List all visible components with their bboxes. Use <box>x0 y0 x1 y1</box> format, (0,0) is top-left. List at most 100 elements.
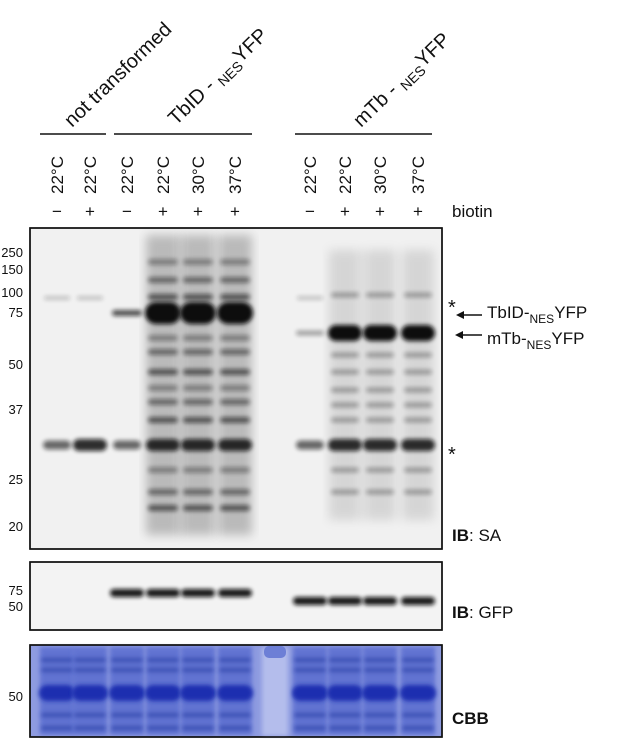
band <box>364 668 396 672</box>
biotin-sign: − <box>122 202 132 221</box>
band <box>183 417 213 423</box>
band <box>73 439 107 451</box>
band <box>327 685 363 701</box>
band <box>148 277 178 283</box>
band <box>400 685 436 701</box>
band <box>148 505 178 511</box>
lane-temperature: 22°C <box>81 156 100 194</box>
band <box>219 668 251 672</box>
group-label: TbID - NESYFP <box>164 24 274 131</box>
mw-marker: 250 <box>1 245 23 260</box>
sa-bands <box>43 235 435 535</box>
band <box>146 439 180 451</box>
panel-label: IB: GFP <box>452 603 513 622</box>
band <box>220 505 250 511</box>
band <box>220 489 250 495</box>
band <box>404 369 432 375</box>
band <box>366 292 394 298</box>
band <box>331 489 359 495</box>
band <box>146 589 180 597</box>
band <box>148 467 178 473</box>
band <box>329 713 361 717</box>
band <box>294 658 326 662</box>
band <box>404 467 432 473</box>
band <box>220 467 250 473</box>
band <box>148 385 178 391</box>
mw-marker: 25 <box>9 472 23 487</box>
annotation: mTb-NESYFP <box>487 329 584 352</box>
band <box>183 385 213 391</box>
band <box>220 277 250 283</box>
band <box>366 352 394 358</box>
band <box>41 658 73 662</box>
band <box>182 713 214 717</box>
band <box>402 658 434 662</box>
frame <box>29 561 443 631</box>
mw-marker: 100 <box>1 285 23 300</box>
band <box>220 417 250 423</box>
mw-marker: 20 <box>9 519 23 534</box>
panel-label: CBB <box>452 709 489 728</box>
band <box>148 399 178 405</box>
lane-temperature: 22°C <box>118 156 137 194</box>
band <box>331 402 359 408</box>
band <box>329 726 361 730</box>
mw-marker: 75 <box>9 583 23 598</box>
band <box>41 726 73 730</box>
band <box>147 713 179 717</box>
band <box>183 467 213 473</box>
band <box>366 402 394 408</box>
lane-temperature: 37°C <box>226 156 245 194</box>
band <box>183 505 213 511</box>
smear <box>364 250 396 520</box>
band <box>328 597 362 605</box>
band <box>296 330 324 336</box>
band <box>148 489 178 495</box>
band <box>183 369 213 375</box>
band <box>294 726 326 730</box>
cbb-bands <box>39 646 436 736</box>
band <box>182 668 214 672</box>
band <box>183 277 213 283</box>
band <box>331 417 359 423</box>
band <box>364 658 396 662</box>
band <box>331 369 359 375</box>
band <box>148 369 178 375</box>
band <box>363 325 397 341</box>
band <box>147 726 179 730</box>
band <box>218 439 252 451</box>
band <box>43 440 71 450</box>
band <box>294 668 326 672</box>
band <box>72 685 108 701</box>
band <box>402 726 434 730</box>
frame <box>29 227 443 550</box>
lane-temperature: 30°C <box>189 156 208 194</box>
band <box>183 294 213 300</box>
biotin-sign: + <box>158 202 168 221</box>
biotin-sign: − <box>52 202 62 221</box>
band <box>364 713 396 717</box>
ladder-lane <box>262 648 288 736</box>
band <box>220 349 250 355</box>
band <box>404 417 432 423</box>
band <box>180 302 216 324</box>
band <box>402 668 434 672</box>
band <box>44 296 70 300</box>
annotation: TbID-NESYFP <box>487 303 587 326</box>
band <box>220 385 250 391</box>
band <box>363 439 397 451</box>
band <box>145 685 181 701</box>
band <box>183 489 213 495</box>
group-label: not transformed <box>60 18 176 131</box>
biotin-sign: + <box>85 202 95 221</box>
band <box>220 369 250 375</box>
band <box>148 417 178 423</box>
band <box>180 685 216 701</box>
band <box>74 668 106 672</box>
band <box>183 335 213 341</box>
band <box>110 589 144 597</box>
band <box>366 387 394 393</box>
band <box>111 658 143 662</box>
arrow-head <box>455 331 463 339</box>
